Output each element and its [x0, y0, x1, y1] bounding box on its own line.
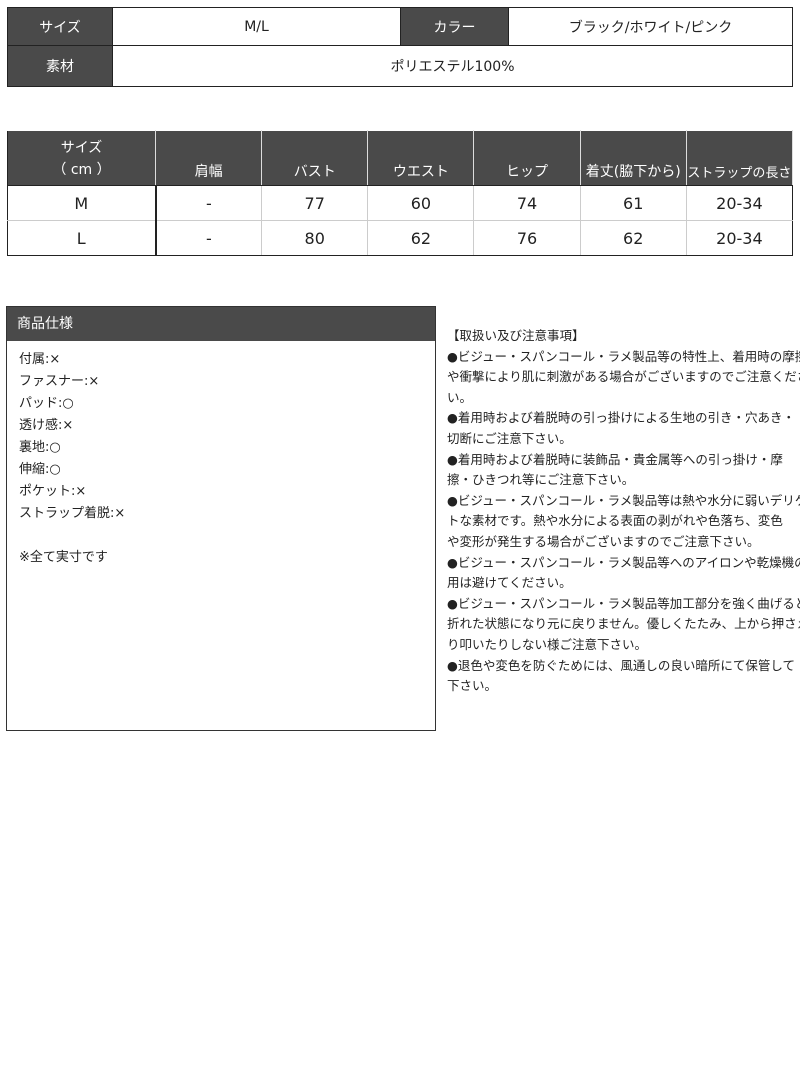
- cell: -: [154, 220, 263, 256]
- spec-item: ポケット:×: [19, 484, 87, 499]
- spec-item: 付属:×: [19, 352, 61, 367]
- product-spec-box: 商品仕様 付属:× ファスナー:× パッド:○ 透け感:× 裏地:○ 伸縮:○ ポケット:×…: [6, 306, 436, 731]
- hip-header: ヒップ: [473, 130, 581, 186]
- note-line: 折れた状態になり元に戻りません。優しくたたみ、上から押さえた: [447, 616, 800, 632]
- spec-item: ※全て実寸です: [19, 550, 108, 565]
- spec-list: 付属:× ファスナー:× パッド:○ 透け感:× 裏地:○ 伸縮:○ ポケット:× ストラップ…: [7, 341, 435, 569]
- size-header: サイズ （ cm ）: [7, 130, 156, 186]
- note-line: ●着用時および着脱時に装飾品・貴金属等への引っ掛け・摩: [447, 451, 783, 467]
- strap-header: ストラップの長さ: [685, 130, 794, 186]
- material-value: ポリエステル100%: [112, 45, 793, 87]
- cell: L: [7, 220, 157, 256]
- spec-title: 商品仕様: [7, 307, 435, 341]
- note-line: ●ビジュー・スパンコール・ラメ製品等へのアイロンや乾燥機の使: [447, 554, 800, 570]
- note-line: 用は避けてください。: [447, 575, 572, 591]
- cell: 20-34: [685, 185, 794, 221]
- note-line: ●着用時および着脱時の引っ掛けによる生地の引き・穴あき・: [447, 410, 796, 426]
- basic-info-table: サイズ M/L カラー ブラック/ホワイト/ピンク 素材 ポリエステル100%: [7, 7, 793, 87]
- spec-item: 裏地:○: [19, 440, 61, 455]
- cell: 60: [367, 185, 475, 221]
- table-row: L -80 62 76 62 20-34: [7, 220, 794, 256]
- cell: 77: [261, 185, 369, 221]
- note-line: ●退色や変色を防ぐためには、風通しの良い暗所にて保管して: [447, 657, 796, 673]
- note-line: 擦・ひきつれ等にご注意下さい。: [447, 472, 635, 488]
- note-line: ●ビジュー・スパンコール・ラメ製品等加工部分を強く曲げると: [447, 595, 800, 611]
- waist-header: ウエスト: [367, 130, 475, 186]
- cell: M: [7, 185, 157, 221]
- note-line: や変形が発生する場合がございますのでご注意下さい。: [447, 533, 760, 549]
- size-value: M/L: [112, 7, 401, 46]
- cell: 76: [473, 220, 581, 256]
- note-line: トな素材です。熱や水分による表面の剥がれや色落ち、変色: [447, 513, 783, 529]
- note-line: い。: [447, 389, 473, 405]
- cell: 74: [473, 185, 581, 221]
- spec-item: パッド:○: [19, 396, 74, 411]
- note-line: り叩いたりしない様ご注意下さい。: [447, 636, 648, 652]
- material-label: 素材: [7, 45, 113, 87]
- note-line: や衝撃により肌に刺激がある場合がございますのでご注意くださ: [447, 369, 800, 385]
- spec-item: ファスナー:×: [19, 374, 100, 389]
- cell: 62: [579, 220, 687, 256]
- note-line: 下さい。: [447, 678, 498, 694]
- color-label: カラー: [400, 7, 509, 46]
- cell: 20-34: [685, 220, 794, 256]
- note-line: ●ビジュー・スパンコール・ラメ製品等の特性上、着用時の摩擦: [447, 348, 800, 364]
- spec-item: [19, 525, 435, 547]
- color-value: ブラック/ホワイト/ピンク: [508, 7, 793, 46]
- cell: -: [154, 185, 263, 221]
- length-header: 着丈(脇下から): [579, 130, 687, 186]
- cell: 61: [579, 185, 687, 221]
- cell: 62: [367, 220, 475, 256]
- spec-item: 透け感:×: [19, 418, 74, 433]
- care-notes: 【取扱い及び注意事項】 ●ビジュー・スパンコール・ラメ製品等の特性上、着用時の摩擦…: [447, 326, 800, 697]
- size-label: サイズ: [7, 7, 113, 46]
- table-row: M -77 60 74 61 20-34: [7, 185, 794, 221]
- spec-item: 伸縮:○: [19, 462, 61, 477]
- notes-title: 【取扱い及び注意事項】: [447, 328, 585, 343]
- spec-item: ストラップ着脱:×: [19, 506, 126, 521]
- note-line: ●ビジュー・スパンコール・ラメ製品等は熱や水分に弱いデリケー: [447, 492, 800, 508]
- cell: 80: [261, 220, 369, 256]
- size-table: サイズ （ cm ） 肩幅 バスト ウエスト ヒップ 着丈(脇下から) ストラッ…: [7, 130, 794, 256]
- note-line: 切断にご注意下さい。: [447, 430, 572, 446]
- bust-header: バスト: [261, 130, 369, 186]
- shoulder-header: 肩幅: [154, 130, 263, 186]
